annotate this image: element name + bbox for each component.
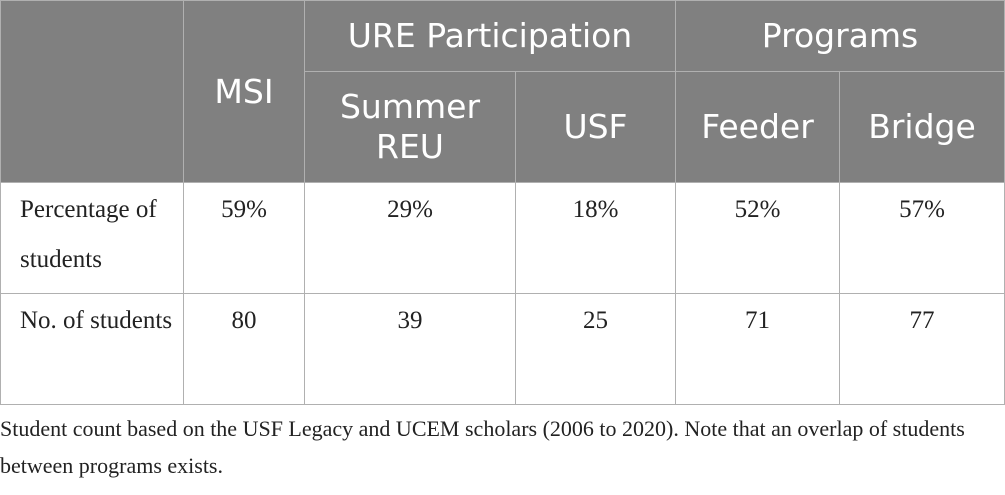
row-label: Percentage of students <box>0 182 184 294</box>
table-row: Percentage of students 59% 29% 18% 52% 5… <box>0 182 1005 294</box>
header-blank-cell <box>0 0 184 183</box>
data-table: MSI URE Participation Programs Summer RE… <box>0 0 1005 405</box>
cell-msi-count: 80 <box>183 293 305 405</box>
table-footnote: Student count based on the USF Legacy an… <box>0 416 965 478</box>
cell-bridge-count: 77 <box>839 293 1005 405</box>
header-ure-participation: URE Participation <box>304 0 676 72</box>
header-summer-reu: Summer REU <box>304 71 516 183</box>
row-label: No. of students <box>0 293 184 405</box>
cell-msi-percentage: 59% <box>183 182 305 294</box>
cell-bridge-percentage: 57% <box>839 182 1005 294</box>
cell-usf-percentage: 18% <box>515 182 676 294</box>
cell-summer-reu-count: 39 <box>304 293 516 405</box>
header-programs: Programs <box>675 0 1005 72</box>
cell-feeder-percentage: 52% <box>675 182 840 294</box>
header-feeder: Feeder <box>675 71 840 183</box>
cell-summer-reu-percentage: 29% <box>304 182 516 294</box>
header-msi: MSI <box>183 0 305 183</box>
header-bridge: Bridge <box>839 71 1005 183</box>
cell-feeder-count: 71 <box>675 293 840 405</box>
table-container: MSI URE Participation Programs Summer RE… <box>0 0 1005 405</box>
cell-usf-count: 25 <box>515 293 676 405</box>
header-usf: USF <box>515 71 676 183</box>
table-row: No. of students 80 39 25 71 77 <box>0 293 1005 405</box>
